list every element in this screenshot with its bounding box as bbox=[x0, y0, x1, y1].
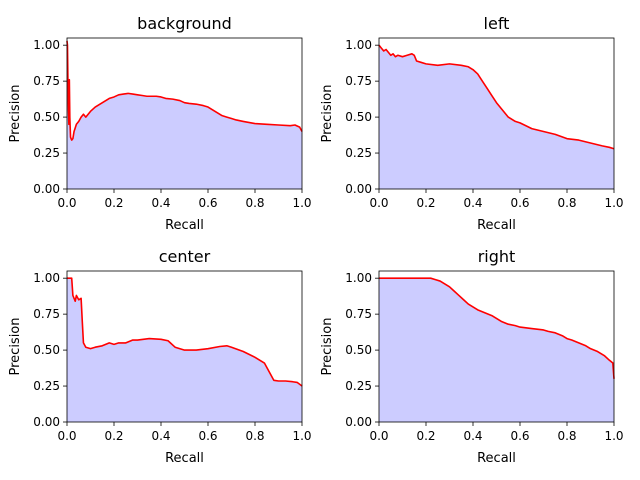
x-tick-label: 1.0 bbox=[604, 429, 623, 443]
x-tick-label: 0.4 bbox=[463, 196, 482, 210]
x-tick-label: 0.0 bbox=[57, 196, 76, 210]
pr-area-fill bbox=[379, 278, 614, 422]
axes-frame bbox=[66, 270, 303, 423]
pr-curve-line bbox=[66, 40, 303, 141]
x-tick-label: 1.0 bbox=[604, 196, 623, 210]
axes-frame bbox=[378, 270, 615, 423]
y-axis-label: Precision bbox=[8, 84, 23, 142]
x-tick-label: 0.0 bbox=[369, 429, 388, 443]
x-tick-label: 0.6 bbox=[198, 196, 217, 210]
y-tick-label: 0.50 bbox=[345, 343, 372, 357]
panel-center: 0.0 0.2 0.4 0.6 0.8 1.0 0.00 0.25 0.50 0.75 1.00 ce… bbox=[8, 247, 312, 466]
y-tick-label: 0.25 bbox=[33, 379, 60, 393]
x-tick-label: 0.0 bbox=[57, 429, 76, 443]
x-tick-label: 0.8 bbox=[557, 429, 576, 443]
x-tick-label: 1.0 bbox=[292, 196, 311, 210]
x-tick-label: 0.6 bbox=[510, 196, 529, 210]
chart-title: left bbox=[484, 14, 510, 33]
y-tick-label: 1.00 bbox=[345, 38, 372, 52]
y-axis-label: Precision bbox=[320, 84, 335, 142]
x-tick-label: 0.4 bbox=[151, 196, 170, 210]
chart-title: right bbox=[478, 247, 516, 266]
x-axis-label: Recall bbox=[477, 451, 516, 466]
y-tick-label: 1.00 bbox=[345, 271, 372, 285]
x-tick-label: 0.4 bbox=[463, 429, 482, 443]
chart-title: background bbox=[137, 14, 232, 33]
x-axis-label: Recall bbox=[477, 218, 516, 233]
x-tick-label: 1.0 bbox=[292, 429, 311, 443]
pr-area-fill bbox=[379, 45, 614, 189]
y-tick-label: 0.75 bbox=[345, 307, 372, 321]
pr-area-fill bbox=[67, 40, 302, 189]
y-axis-label: Precision bbox=[8, 317, 23, 375]
x-tick-label: 0.8 bbox=[245, 196, 264, 210]
pr-curve-line bbox=[379, 277, 615, 379]
x-tick-label: 0.2 bbox=[416, 196, 435, 210]
pr-curve-line bbox=[378, 44, 615, 150]
panel-background: 0.0 0.2 0.4 0.6 0.8 1.0 0.00 0.25 0.50 0.75 1.00 ba… bbox=[8, 14, 312, 233]
y-tick-label: 0.25 bbox=[33, 146, 60, 160]
y-tick-label: 0.50 bbox=[33, 343, 60, 357]
panel-left: 0.0 0.2 0.4 0.6 0.8 1.0 0.00 0.25 0.50 0.75 1.00 le… bbox=[320, 14, 624, 233]
y-tick-label: 0.75 bbox=[345, 74, 372, 88]
y-axis-label: Precision bbox=[320, 317, 335, 375]
x-tick-label: 0.4 bbox=[151, 429, 170, 443]
y-tick-label: 0.50 bbox=[345, 110, 372, 124]
x-axis-label: Recall bbox=[165, 451, 204, 466]
axes-frame bbox=[66, 37, 303, 190]
y-tick-label: 0.00 bbox=[345, 415, 372, 429]
y-tick-label: 0.00 bbox=[33, 182, 60, 196]
x-tick-label: 0.0 bbox=[369, 196, 388, 210]
y-tick-label: 0.00 bbox=[33, 415, 60, 429]
x-tick-label: 0.6 bbox=[510, 429, 529, 443]
y-tick-label: 0.75 bbox=[33, 74, 60, 88]
y-tick-label: 1.00 bbox=[33, 38, 60, 52]
y-tick-label: 0.25 bbox=[345, 379, 372, 393]
axes-frame bbox=[378, 37, 615, 190]
y-tick-label: 0.50 bbox=[33, 110, 60, 124]
y-tick-label: 1.00 bbox=[33, 271, 60, 285]
y-tick-label: 0.00 bbox=[345, 182, 372, 196]
panel-right: 0.0 0.2 0.4 0.6 0.8 1.0 0.00 0.25 0.50 0.75 1.00 ri… bbox=[320, 247, 624, 466]
y-tick-label: 0.25 bbox=[345, 146, 372, 160]
x-tick-label: 0.2 bbox=[104, 196, 123, 210]
x-axis-label: Recall bbox=[165, 218, 204, 233]
pr-curve-line bbox=[67, 277, 303, 387]
pr-area-fill bbox=[67, 278, 302, 422]
x-tick-label: 0.2 bbox=[416, 429, 435, 443]
x-tick-label: 0.6 bbox=[198, 429, 217, 443]
y-tick-label: 0.75 bbox=[33, 307, 60, 321]
x-tick-label: 0.8 bbox=[245, 429, 264, 443]
chart-title: center bbox=[159, 247, 211, 266]
x-tick-label: 0.2 bbox=[104, 429, 123, 443]
x-tick-label: 0.8 bbox=[557, 196, 576, 210]
